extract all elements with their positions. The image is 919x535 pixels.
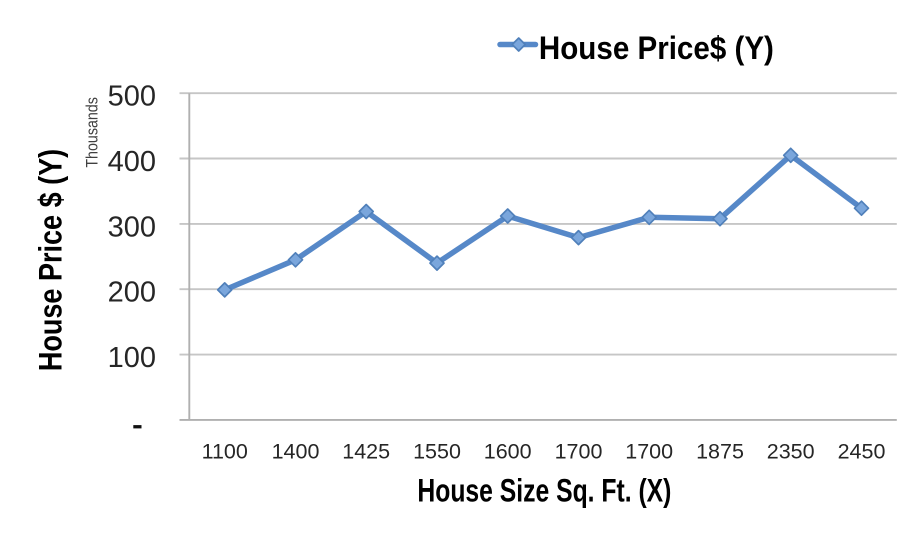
svg-text:2350: 2350 (767, 439, 815, 463)
svg-text:200: 200 (108, 277, 156, 309)
svg-text:300: 300 (108, 211, 156, 243)
svg-text:2450: 2450 (838, 439, 886, 463)
svg-text:500: 500 (108, 81, 156, 113)
svg-text:1875: 1875 (696, 439, 744, 463)
svg-text:1400: 1400 (272, 439, 320, 463)
svg-text:1425: 1425 (342, 439, 390, 463)
svg-text:1700: 1700 (555, 439, 603, 463)
svg-text:1600: 1600 (484, 439, 532, 463)
svg-text:1700: 1700 (625, 439, 673, 463)
svg-text:House Price$ (Y): House Price$ (Y) (539, 30, 774, 66)
svg-text:Thousands: Thousands (83, 97, 102, 168)
svg-text:1550: 1550 (413, 439, 461, 463)
svg-text:House Size Sq. Ft. (X): House Size Sq. Ft. (X) (417, 473, 671, 509)
svg-text:1100: 1100 (202, 439, 248, 463)
svg-text:400: 400 (108, 146, 156, 178)
svg-text:House Price $ (Y): House Price $ (Y) (33, 149, 69, 371)
svg-text:100: 100 (108, 342, 156, 374)
